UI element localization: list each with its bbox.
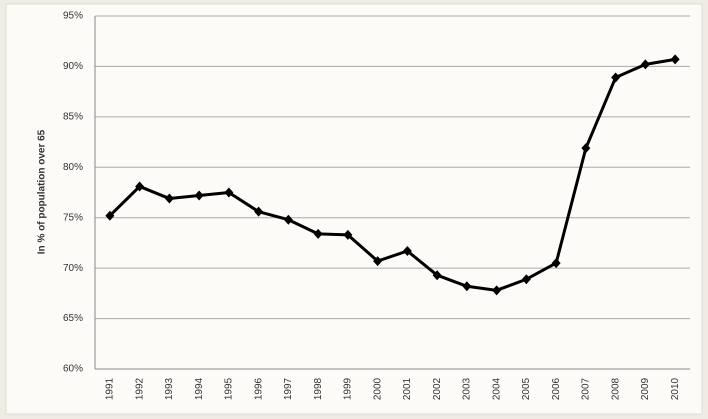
marker [581,143,591,154]
marker [462,281,472,292]
x-tick-label: 2000 [372,377,383,400]
marker [640,59,650,70]
x-tick-label: 2010 [670,377,681,400]
x-tick-label: 1995 [224,377,235,400]
y-tick-label: 95% [63,11,83,22]
x-tick-label: 2003 [462,377,473,400]
marker [551,258,561,269]
marker [224,187,234,198]
marker [194,190,204,201]
y-tick-label: 85% [63,111,83,122]
y-axis-label: In % of population over 65 [37,129,48,254]
marker [373,256,383,267]
x-tick-label: 2001 [402,377,413,400]
x-tick-label: 2006 [551,377,562,400]
y-tick-label: 90% [63,61,83,72]
marker [402,245,412,256]
y-tick-label: 80% [63,162,83,173]
x-tick-label: 1994 [194,377,205,400]
x-tick-label: 2004 [491,377,502,400]
marker [164,193,174,204]
y-tick-label: 70% [63,263,83,274]
x-tick-label: 1996 [253,377,264,400]
y-tick-label: 65% [63,313,83,324]
x-tick-label: 1993 [164,377,175,400]
y-tick-label: 60% [63,364,83,375]
x-tick-label: 2008 [610,377,621,400]
y-tick-label: 75% [63,212,83,223]
x-tick-label: 2005 [521,377,532,400]
marker [432,270,442,281]
marker [343,229,353,240]
x-tick-label: 1997 [283,377,294,400]
x-tick-label: 1992 [134,377,145,400]
marker [611,72,621,83]
marker [283,214,293,225]
line [108,57,676,292]
x-tick-label: 2007 [581,377,592,400]
x-tick-label: 2009 [640,377,651,400]
marker [521,274,531,285]
x-tick-label: 1999 [343,377,354,400]
x-tick-label: 1998 [313,377,324,400]
marker [254,206,264,217]
marker [313,228,323,239]
marker [135,181,145,192]
x-tick-label: 1991 [105,377,116,400]
marker [105,210,115,221]
chart-panel [5,3,703,415]
x-tick-label: 2002 [432,377,443,400]
marker [670,54,680,65]
marker [492,285,502,296]
